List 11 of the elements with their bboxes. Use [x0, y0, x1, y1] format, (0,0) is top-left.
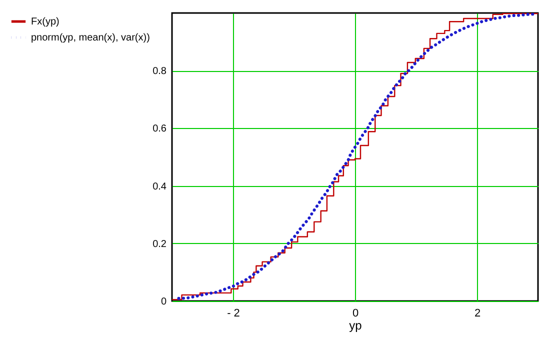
x-tick-label: - 2 — [227, 308, 240, 320]
x-tick-label: 0 — [352, 308, 359, 320]
legend-label: Fx(yp) — [31, 16, 60, 28]
x-tick-label: 2 — [474, 308, 481, 320]
y-tick-label: 0.2 — [152, 238, 167, 250]
y-tick-label: 0.6 — [152, 124, 167, 135]
y-tick-label: 0 — [160, 296, 167, 308]
y-tick-label: 0.4 — [152, 181, 167, 192]
x-axis-title: yp — [349, 318, 362, 332]
y-tick-label: 0.8 — [152, 66, 167, 78]
legend-label: pnorm(yp, mean(x), var(x)) — [31, 32, 150, 44]
